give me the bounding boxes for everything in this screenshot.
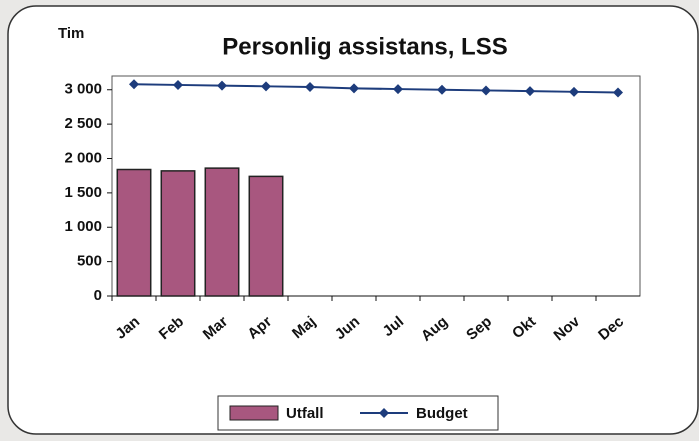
marker	[217, 80, 227, 91]
marker	[613, 87, 623, 98]
bar	[116, 168, 152, 297]
y-tick-label: 500	[77, 253, 102, 270]
y-tick-label: 0	[94, 287, 102, 304]
y-tick-label: 2 500	[64, 115, 102, 132]
marker	[437, 84, 447, 95]
marker	[173, 79, 183, 90]
legend-swatch	[229, 405, 279, 421]
y-tick-label: 2 000	[64, 149, 102, 166]
marker	[349, 83, 359, 94]
legend-label: Utfall	[286, 405, 324, 422]
marker	[393, 84, 403, 95]
line	[133, 83, 619, 94]
legend-label: Budget	[416, 405, 468, 422]
y-axis-label: Tim	[58, 25, 84, 42]
y-tick-label: 1 000	[64, 218, 102, 235]
bar	[248, 175, 284, 297]
bar	[160, 170, 196, 297]
chart-frame	[7, 5, 699, 435]
legend-marker	[379, 408, 389, 418]
marker	[525, 86, 535, 97]
bar	[204, 167, 240, 297]
marker	[261, 81, 271, 92]
marker	[305, 82, 315, 92]
y-tick-label: 3 000	[64, 81, 102, 98]
marker	[129, 79, 139, 90]
y-tick-label: 1 500	[64, 184, 102, 201]
chart-title: Personlig assistans, LSS	[222, 33, 507, 60]
marker	[569, 86, 579, 97]
marker	[481, 85, 491, 96]
